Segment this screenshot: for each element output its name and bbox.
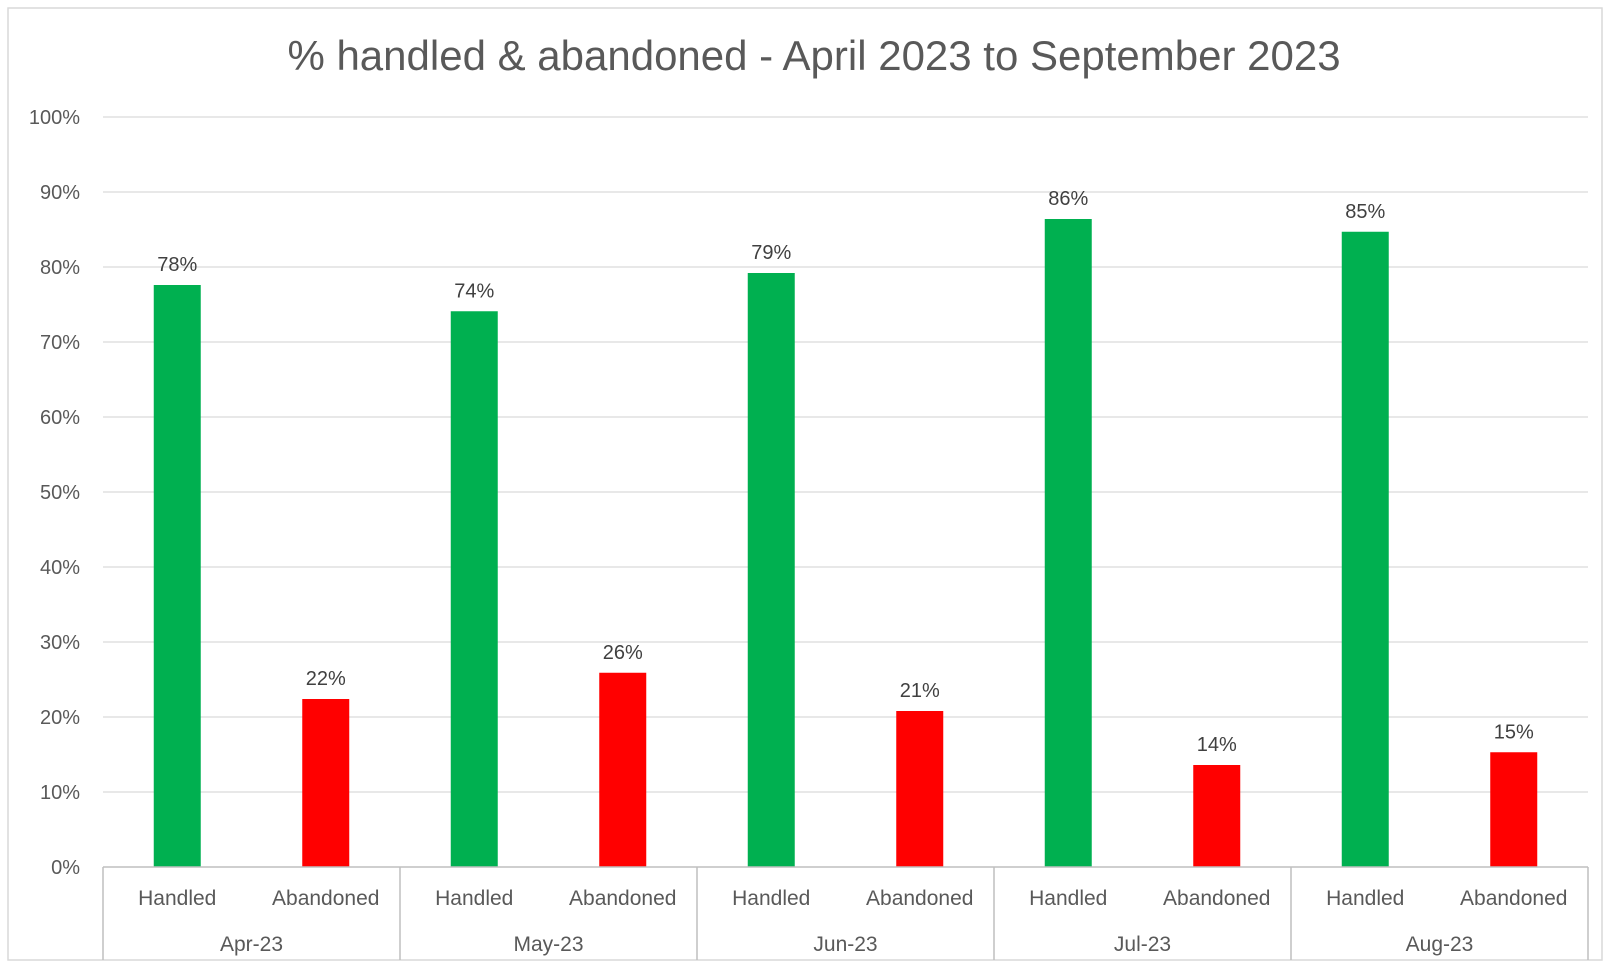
bar-handled xyxy=(153,285,201,867)
chart-title: % handled & abandoned - April 2023 to Se… xyxy=(287,32,1340,79)
bar-handled xyxy=(450,311,498,867)
data-label: 86% xyxy=(1048,188,1088,210)
data-label: 21% xyxy=(900,680,940,702)
data-label: 26% xyxy=(603,642,643,664)
x-category-label: Abandoned xyxy=(569,887,676,910)
x-category-label: Handled xyxy=(435,887,513,910)
y-tick-label: 40% xyxy=(40,557,80,579)
x-category-label: Abandoned xyxy=(866,887,973,910)
x-category-label: Handled xyxy=(138,887,216,910)
y-tick-label: 0% xyxy=(51,857,80,879)
data-label: 14% xyxy=(1197,734,1237,756)
x-category-label: Handled xyxy=(1029,887,1107,910)
bar-abandoned xyxy=(1490,752,1538,867)
data-label: 79% xyxy=(751,242,791,264)
data-label: 78% xyxy=(157,254,197,276)
gridlines xyxy=(103,116,1588,793)
y-tick-label: 90% xyxy=(40,182,80,204)
data-labels: 78% 22% 74% 26% 79% 21% 86% 14% 85% 15% xyxy=(157,188,1534,756)
bar-abandoned xyxy=(1193,765,1241,867)
y-tick-label: 30% xyxy=(40,632,80,654)
y-tick-label: 60% xyxy=(40,407,80,429)
x-category-label: Abandoned xyxy=(1163,887,1270,910)
x-group-label: Aug-23 xyxy=(1406,933,1474,956)
bar-handled xyxy=(1341,231,1389,867)
bar-abandoned xyxy=(302,699,350,867)
bar-handled xyxy=(1044,219,1092,867)
bar-handled xyxy=(747,273,795,867)
bars xyxy=(153,219,1538,867)
x-group-label: Jul-23 xyxy=(1114,933,1171,956)
x-category-label: Abandoned xyxy=(272,887,379,910)
x-category-label: Abandoned xyxy=(1460,887,1567,910)
y-tick-label: 100% xyxy=(29,107,80,129)
data-label: 74% xyxy=(454,280,494,302)
x-group-label: Apr-23 xyxy=(220,933,283,956)
y-axis-tick-labels: 0% 10% 20% 30% 40% 50% 60% 70% 80% 90% 100% xyxy=(29,107,80,879)
y-tick-label: 50% xyxy=(40,482,80,504)
bar-abandoned xyxy=(599,672,647,867)
chart-area-border xyxy=(7,7,1603,961)
data-label: 15% xyxy=(1494,721,1534,743)
x-group-label: Jun-23 xyxy=(813,933,877,956)
data-label: 22% xyxy=(306,668,346,690)
bar-abandoned xyxy=(896,711,944,867)
y-tick-label: 20% xyxy=(40,707,80,729)
y-tick-label: 80% xyxy=(40,257,80,279)
data-label: 85% xyxy=(1345,201,1385,223)
y-tick-label: 10% xyxy=(40,782,80,804)
x-category-label: Handled xyxy=(732,887,810,910)
x-category-label: Handled xyxy=(1326,887,1404,910)
x-group-label: May-23 xyxy=(513,933,583,956)
y-tick-label: 70% xyxy=(40,332,80,354)
